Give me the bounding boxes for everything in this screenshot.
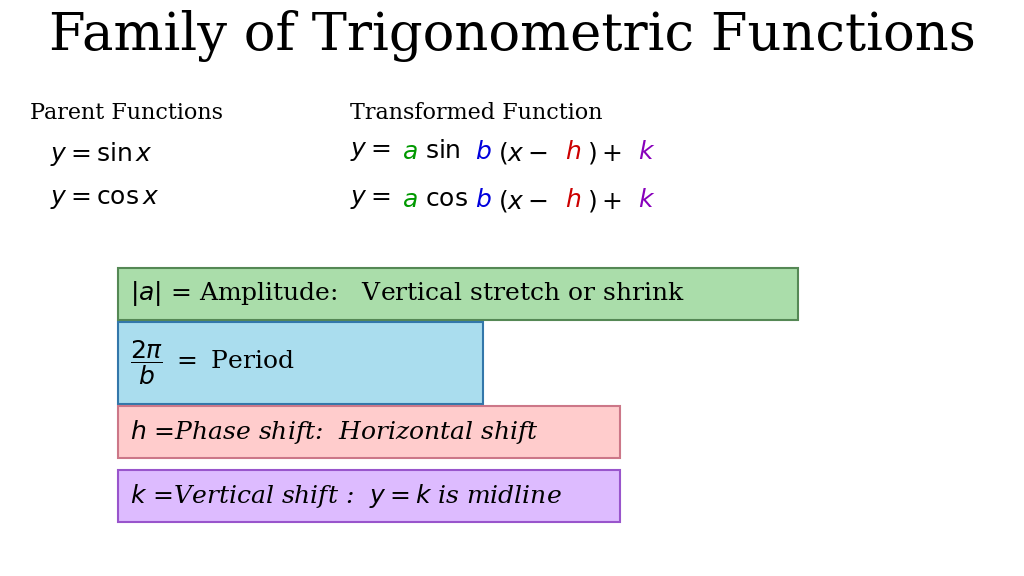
Text: $\cos$: $\cos$ — [425, 188, 468, 211]
Text: $|a|$ = Amplitude:   Vertical stretch or shrink: $|a|$ = Amplitude: Vertical stretch or s… — [130, 279, 685, 309]
Text: Parent Functions: Parent Functions — [30, 102, 223, 124]
Text: $y = $: $y = $ — [350, 140, 390, 163]
Text: $b$: $b$ — [475, 188, 492, 212]
Text: $k$: $k$ — [638, 188, 655, 212]
Text: $k$: $k$ — [638, 140, 655, 164]
Text: $a$: $a$ — [402, 140, 418, 164]
Text: $b$: $b$ — [475, 140, 492, 164]
Text: $y = \cos x$: $y = \cos x$ — [50, 188, 160, 211]
FancyBboxPatch shape — [118, 470, 620, 522]
Text: $y = $: $y = $ — [350, 188, 390, 211]
Text: Family of Trigonometric Functions: Family of Trigonometric Functions — [48, 10, 976, 62]
Text: $h$: $h$ — [565, 188, 582, 212]
Text: $\sin$: $\sin$ — [425, 140, 461, 163]
Text: $) +$: $) +$ — [587, 140, 622, 166]
FancyBboxPatch shape — [118, 268, 798, 320]
Text: $a$: $a$ — [402, 188, 418, 212]
Text: $y = \sin x$: $y = \sin x$ — [50, 140, 153, 168]
Text: $) +$: $) +$ — [587, 188, 622, 214]
FancyBboxPatch shape — [118, 322, 483, 404]
Text: Transformed Function: Transformed Function — [350, 102, 602, 124]
Text: $h$: $h$ — [565, 140, 582, 164]
Text: $\dfrac{2\pi}{b}$ $=$ Period: $\dfrac{2\pi}{b}$ $=$ Period — [130, 339, 295, 388]
Text: $h$ =Phase shift:  Horizontal shift: $h$ =Phase shift: Horizontal shift — [130, 418, 539, 446]
Text: $(x -$: $(x -$ — [498, 188, 548, 214]
Text: $(x -$: $(x -$ — [498, 140, 548, 166]
FancyBboxPatch shape — [118, 406, 620, 458]
Text: $k$ =Vertical shift :  $y = k$ is midline: $k$ =Vertical shift : $y = k$ is midline — [130, 482, 562, 510]
